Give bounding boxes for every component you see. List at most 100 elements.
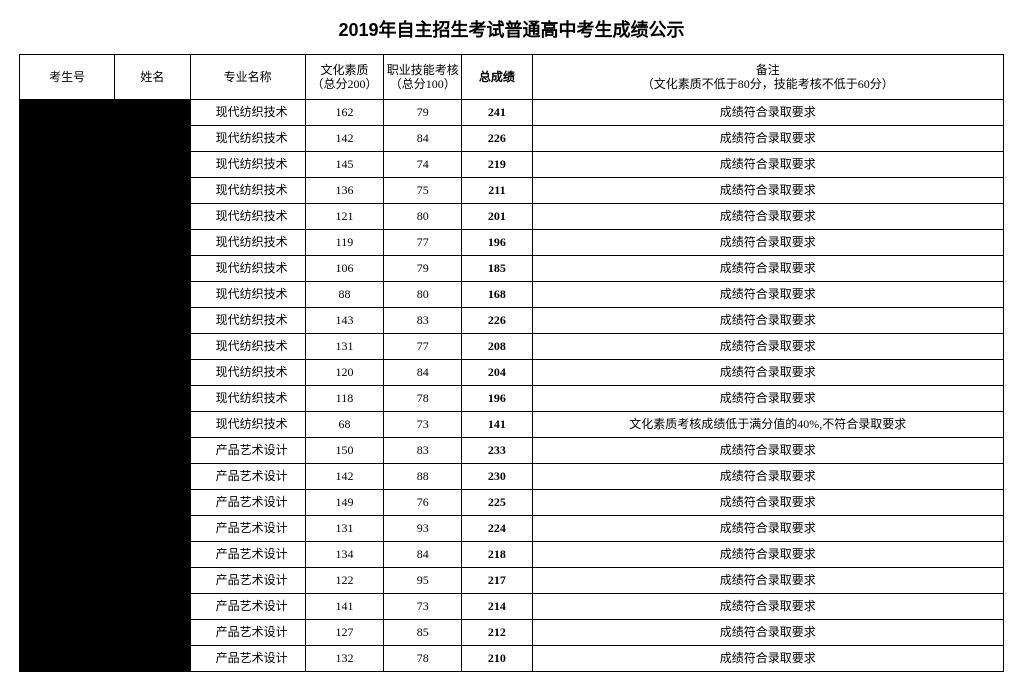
cell-remark: 成绩符合录取要求: [532, 256, 1003, 282]
cell-total: 241: [462, 100, 532, 126]
cell-major: 现代纺织技术: [190, 204, 305, 230]
cell-skill: 93: [384, 516, 462, 542]
cell-skill: 78: [384, 386, 462, 412]
cell-skill: 77: [384, 334, 462, 360]
cell-total: 218: [462, 542, 532, 568]
cell-skill: 88: [384, 464, 462, 490]
col-header-remark: 备注（文化素质不低于80分，技能考核不低于60分）: [532, 55, 1003, 100]
cell-skill: 84: [384, 360, 462, 386]
cell-skill: 95: [384, 568, 462, 594]
cell-skill: 78: [384, 646, 462, 672]
cell-skill: 84: [384, 542, 462, 568]
cell-culture: 88: [305, 282, 383, 308]
redacted-id-name-block: [20, 100, 191, 672]
cell-skill: 76: [384, 490, 462, 516]
cell-major: 现代纺织技术: [190, 308, 305, 334]
cell-major: 现代纺织技术: [190, 282, 305, 308]
cell-remark: 成绩符合录取要求: [532, 360, 1003, 386]
col-header-total: 总成绩: [462, 55, 532, 100]
cell-remark: 成绩符合录取要求: [532, 620, 1003, 646]
cell-remark: 成绩符合录取要求: [532, 126, 1003, 152]
cell-skill: 83: [384, 438, 462, 464]
cell-culture: 136: [305, 178, 383, 204]
cell-remark: 成绩符合录取要求: [532, 152, 1003, 178]
cell-major: 产品艺术设计: [190, 438, 305, 464]
cell-total: 185: [462, 256, 532, 282]
cell-skill: 80: [384, 204, 462, 230]
cell-culture: 134: [305, 542, 383, 568]
cell-major: 产品艺术设计: [190, 568, 305, 594]
cell-total: 204: [462, 360, 532, 386]
cell-major: 现代纺织技术: [190, 230, 305, 256]
cell-culture: 131: [305, 516, 383, 542]
cell-remark: 成绩符合录取要求: [532, 516, 1003, 542]
cell-remark: 成绩符合录取要求: [532, 230, 1003, 256]
cell-skill: 83: [384, 308, 462, 334]
cell-major: 现代纺织技术: [190, 256, 305, 282]
cell-major: 现代纺织技术: [190, 178, 305, 204]
cell-culture: 141: [305, 594, 383, 620]
cell-skill: 80: [384, 282, 462, 308]
cell-skill: 74: [384, 152, 462, 178]
cell-culture: 131: [305, 334, 383, 360]
page-title: 2019年自主招生考试普通高中考生成绩公示: [10, 16, 1013, 42]
cell-culture: 120: [305, 360, 383, 386]
cell-total: 196: [462, 386, 532, 412]
cell-total: 212: [462, 620, 532, 646]
cell-culture: 162: [305, 100, 383, 126]
cell-remark: 成绩符合录取要求: [532, 490, 1003, 516]
cell-total: 226: [462, 126, 532, 152]
cell-skill: 73: [384, 594, 462, 620]
cell-total: 168: [462, 282, 532, 308]
cell-major: 现代纺织技术: [190, 126, 305, 152]
table-header-row: 考生号 姓名 专业名称 文化素质（总分200） 职业技能考核（总分100） 总成…: [20, 55, 1004, 100]
cell-culture: 143: [305, 308, 383, 334]
cell-culture: 132: [305, 646, 383, 672]
cell-remark: 成绩符合录取要求: [532, 204, 1003, 230]
cell-total: 210: [462, 646, 532, 672]
cell-remark: 成绩符合录取要求: [532, 464, 1003, 490]
cell-total: 201: [462, 204, 532, 230]
cell-culture: 119: [305, 230, 383, 256]
cell-total: 230: [462, 464, 532, 490]
cell-culture: 145: [305, 152, 383, 178]
cell-total: 208: [462, 334, 532, 360]
cell-culture: 149: [305, 490, 383, 516]
cell-skill: 79: [384, 256, 462, 282]
cell-remark: 成绩符合录取要求: [532, 100, 1003, 126]
cell-skill: 77: [384, 230, 462, 256]
cell-total: 196: [462, 230, 532, 256]
cell-skill: 73: [384, 412, 462, 438]
cell-total: 141: [462, 412, 532, 438]
cell-culture: 118: [305, 386, 383, 412]
cell-remark: 文化素质考核成绩低于满分值的40%,不符合录取要求: [532, 412, 1003, 438]
scores-table: 考生号 姓名 专业名称 文化素质（总分200） 职业技能考核（总分100） 总成…: [19, 54, 1004, 672]
cell-major: 现代纺织技术: [190, 334, 305, 360]
col-header-culture: 文化素质（总分200）: [305, 55, 383, 100]
cell-major: 产品艺术设计: [190, 594, 305, 620]
cell-total: 225: [462, 490, 532, 516]
cell-major: 产品艺术设计: [190, 516, 305, 542]
cell-major: 产品艺术设计: [190, 542, 305, 568]
cell-total: 226: [462, 308, 532, 334]
cell-culture: 122: [305, 568, 383, 594]
cell-major: 现代纺织技术: [190, 360, 305, 386]
cell-remark: 成绩符合录取要求: [532, 308, 1003, 334]
cell-major: 现代纺织技术: [190, 100, 305, 126]
cell-total: 214: [462, 594, 532, 620]
cell-remark: 成绩符合录取要求: [532, 594, 1003, 620]
cell-major: 现代纺织技术: [190, 152, 305, 178]
cell-major: 产品艺术设计: [190, 646, 305, 672]
cell-remark: 成绩符合录取要求: [532, 438, 1003, 464]
cell-total: 233: [462, 438, 532, 464]
cell-remark: 成绩符合录取要求: [532, 334, 1003, 360]
col-header-major: 专业名称: [190, 55, 305, 100]
cell-skill: 79: [384, 100, 462, 126]
cell-major: 产品艺术设计: [190, 620, 305, 646]
cell-remark: 成绩符合录取要求: [532, 646, 1003, 672]
cell-total: 217: [462, 568, 532, 594]
cell-major: 现代纺织技术: [190, 386, 305, 412]
cell-remark: 成绩符合录取要求: [532, 542, 1003, 568]
cell-total: 211: [462, 178, 532, 204]
cell-total: 219: [462, 152, 532, 178]
